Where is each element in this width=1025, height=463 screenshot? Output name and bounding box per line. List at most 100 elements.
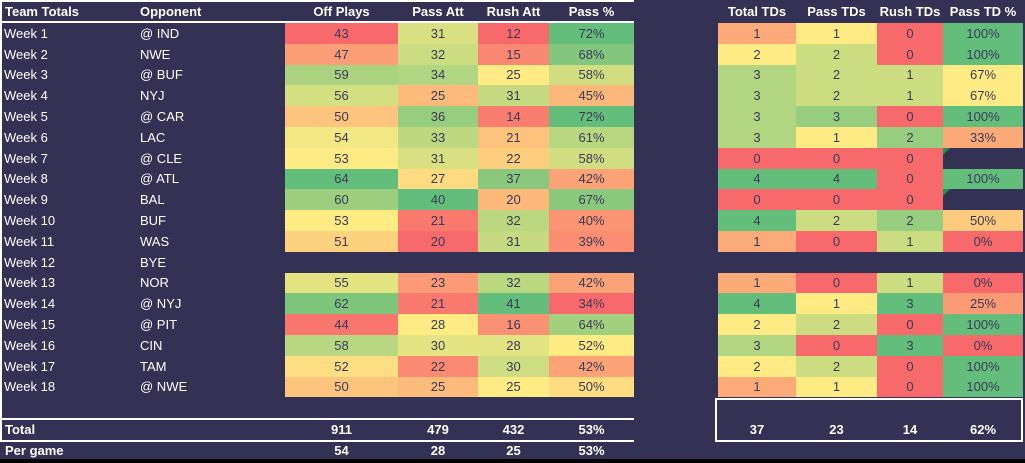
opponent-cell[interactable]: @ PIT [140, 317, 178, 332]
heatmap-cell[interactable]: 1 [796, 293, 877, 314]
total-value-cell[interactable]: 23 [829, 422, 844, 437]
heatmap-cell[interactable]: 1 [796, 127, 877, 148]
heatmap-cell[interactable]: 2 [796, 356, 877, 377]
heatmap-cell[interactable]: 21 [478, 127, 549, 148]
week-label-cell[interactable]: Week 1 [4, 26, 48, 41]
heatmap-cell[interactable]: 3 [718, 335, 796, 356]
heatmap-cell[interactable]: 100% [943, 169, 1023, 189]
column-header[interactable]: Rush Att [486, 4, 541, 19]
opponent-cell[interactable]: BYE [140, 255, 167, 270]
heatmap-cell[interactable]: 51 [285, 231, 398, 252]
opponent-cell[interactable]: BAL [140, 192, 165, 207]
heatmap-cell[interactable]: 67% [549, 189, 634, 210]
heatmap-cell[interactable]: 53 [285, 148, 398, 169]
heatmap-cell[interactable]: 37 [478, 169, 549, 189]
heatmap-cell[interactable]: 100% [943, 356, 1023, 377]
heatmap-cell[interactable]: 56 [285, 85, 398, 106]
heatmap-cell[interactable]: 1 [877, 231, 943, 252]
heatmap-cell[interactable]: 32 [398, 44, 478, 65]
header-team-totals[interactable]: Team Totals [5, 4, 79, 19]
total-value-cell[interactable]: 479 [427, 422, 449, 437]
heatmap-cell[interactable]: 50% [943, 210, 1023, 231]
week-label-cell[interactable]: Week 10 [4, 213, 56, 228]
heatmap-cell[interactable]: 1 [877, 273, 943, 293]
week-label-cell[interactable]: Week 3 [4, 67, 48, 82]
total-value-cell[interactable]: 37 [749, 422, 765, 437]
heatmap-cell[interactable]: 32 [478, 273, 549, 293]
heatmap-cell[interactable]: 0 [718, 189, 796, 210]
total-value-cell[interactable]: 53% [578, 422, 605, 437]
week-label-cell[interactable]: Week 16 [4, 338, 56, 353]
heatmap-cell[interactable]: 2 [796, 85, 877, 106]
heatmap-cell[interactable]: 100% [943, 44, 1023, 65]
heatmap-cell[interactable]: 0 [718, 148, 796, 169]
heatmap-cell[interactable]: 0 [877, 44, 943, 65]
per-game-value-cell[interactable]: 25 [506, 443, 521, 458]
heatmap-cell[interactable]: 61% [549, 127, 634, 148]
week-label-cell[interactable]: Week 14 [4, 296, 56, 311]
heatmap-cell[interactable]: 30 [398, 335, 478, 356]
heatmap-cell[interactable]: 2 [796, 210, 877, 231]
heatmap-cell[interactable]: 3 [796, 106, 877, 127]
heatmap-cell[interactable]: 0 [877, 169, 943, 189]
week-label-cell[interactable]: Week 13 [4, 275, 56, 290]
column-header[interactable]: Pass Att [412, 4, 464, 19]
column-header[interactable]: Pass % [568, 4, 615, 19]
heatmap-cell[interactable]: 72% [549, 23, 634, 44]
heatmap-cell[interactable]: 52 [285, 356, 398, 377]
column-header[interactable]: Off Plays [313, 4, 370, 19]
heatmap-cell[interactable]: 23 [398, 273, 478, 293]
opponent-cell[interactable]: BUF [140, 213, 166, 228]
heatmap-cell[interactable]: 2 [718, 44, 796, 65]
opponent-cell[interactable]: @ CAR [140, 109, 185, 124]
heatmap-cell[interactable]: 34 [398, 65, 478, 85]
heatmap-cell[interactable]: 0% [943, 231, 1023, 252]
heatmap-cell[interactable]: 25 [398, 377, 478, 397]
heatmap-cell[interactable]: 31 [398, 23, 478, 44]
heatmap-cell[interactable]: 2 [796, 65, 877, 85]
week-label-cell[interactable]: Week 18 [4, 379, 56, 394]
heatmap-cell[interactable]: 1 [718, 273, 796, 293]
week-label-cell[interactable]: Week 11 [4, 234, 55, 249]
opponent-cell[interactable]: @ BUF [140, 67, 183, 82]
heatmap-cell[interactable]: 25 [398, 85, 478, 106]
heatmap-cell[interactable]: 50% [549, 377, 634, 397]
heatmap-cell[interactable]: 67% [943, 65, 1023, 85]
heatmap-cell[interactable]: 3 [718, 85, 796, 106]
heatmap-cell[interactable]: 0 [877, 314, 943, 335]
heatmap-cell[interactable]: 45% [549, 85, 634, 106]
heatmap-cell[interactable]: 100% [943, 314, 1023, 335]
opponent-cell[interactable]: TAM [140, 359, 167, 374]
heatmap-cell[interactable]: 1 [718, 231, 796, 252]
heatmap-cell[interactable]: 42% [549, 169, 634, 189]
heatmap-cell[interactable]: 25 [478, 377, 549, 397]
heatmap-cell[interactable]: 0 [877, 189, 943, 210]
week-label-cell[interactable]: Week 17 [4, 359, 56, 374]
heatmap-cell[interactable]: 22 [398, 356, 478, 377]
heatmap-cell[interactable]: 21 [398, 210, 478, 231]
heatmap-cell[interactable]: 47 [285, 44, 398, 65]
heatmap-cell[interactable]: 43 [285, 23, 398, 44]
opponent-cell[interactable]: NWE [140, 47, 171, 62]
total-value-cell[interactable]: 14 [902, 422, 918, 437]
per-game-value-cell[interactable]: 28 [430, 443, 446, 458]
week-label-cell[interactable]: Week 15 [4, 317, 56, 332]
heatmap-cell[interactable]: 58 [285, 335, 398, 356]
week-label-cell[interactable]: Week 8 [4, 171, 48, 186]
heatmap-cell[interactable]: 31 [398, 148, 478, 169]
heatmap-cell[interactable]: 4 [718, 293, 796, 314]
heatmap-cell[interactable]: 4 [718, 210, 796, 231]
heatmap-cell[interactable]: 52% [549, 335, 634, 356]
opponent-cell[interactable]: @ ATL [140, 171, 179, 186]
opponent-cell[interactable]: NOR [140, 275, 169, 290]
heatmap-cell[interactable]: 0 [877, 106, 943, 127]
heatmap-cell[interactable]: 33 [398, 127, 478, 148]
heatmap-cell[interactable]: 100% [943, 106, 1023, 127]
heatmap-cell[interactable]: 72% [549, 106, 634, 127]
heatmap-cell[interactable]: 31 [478, 85, 549, 106]
heatmap-cell[interactable]: 68% [549, 44, 634, 65]
heatmap-cell[interactable]: 16 [478, 314, 549, 335]
heatmap-cell[interactable]: 54 [285, 127, 398, 148]
opponent-cell[interactable]: @ CLE [140, 151, 183, 166]
column-header[interactable]: Total TDs [727, 4, 787, 19]
